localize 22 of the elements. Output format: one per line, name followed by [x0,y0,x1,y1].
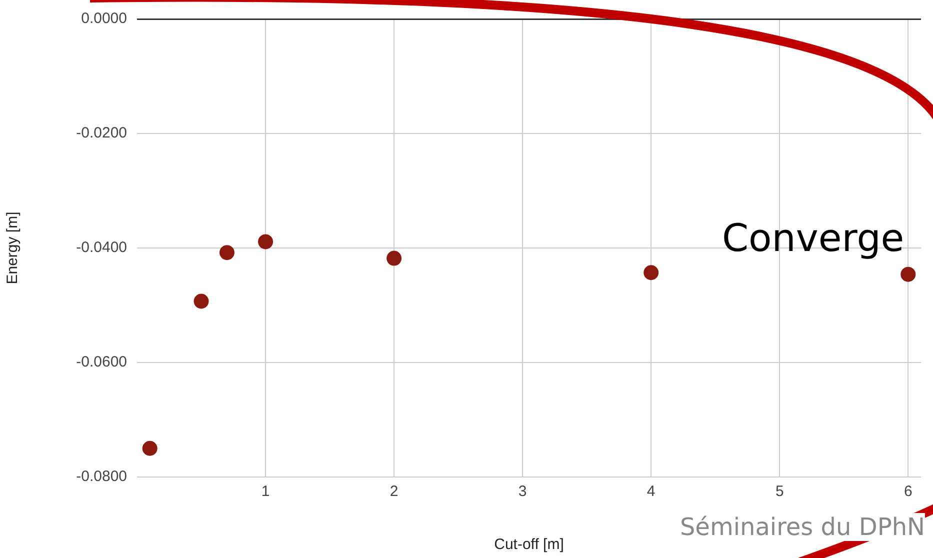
text: Séminaires du DPhN [680,513,925,541]
y-tick-label: -0.0600 [76,354,127,371]
x-tick-label: 2 [390,483,398,500]
x-tick-label: 6 [904,483,912,500]
point [644,265,659,280]
y-tick-label: -0.0800 [76,468,127,486]
y-tick-label: -0.0400 [76,239,127,256]
point [900,266,916,282]
point [219,245,234,260]
x-tick-label: 4 [646,483,656,500]
x-tick-label: 1 [261,483,270,500]
y-tick-label: -0.0200 [76,124,127,142]
annotation: Converge [722,216,904,260]
point [258,234,274,250]
point [142,440,158,456]
y-tick-label: 0.0000 [81,10,127,28]
x-tick-label: 3 [518,483,527,500]
y-axis-title: Energy [m] [4,212,22,284]
x-axis-title: Cut-off [m] [494,536,564,554]
x-tick-label: 5 [775,483,784,500]
point [194,294,209,309]
point [386,250,402,266]
